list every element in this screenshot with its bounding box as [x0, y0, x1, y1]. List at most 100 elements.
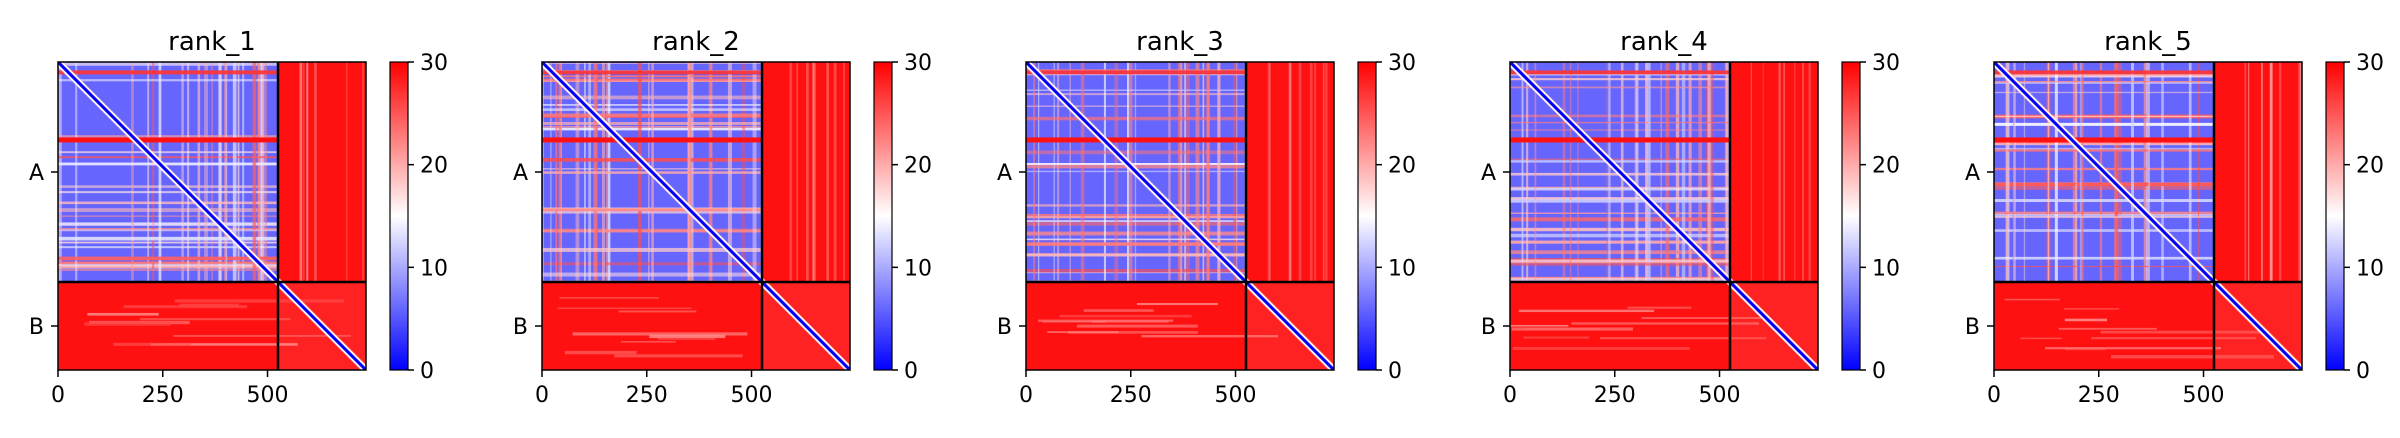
colorbar-tick-label: 0: [420, 359, 434, 384]
offdiag-texture: [1820, 62, 1822, 282]
stripe-row: [1994, 73, 2214, 76]
diagonal: [58, 62, 366, 370]
stripe-row: [1026, 93, 1246, 96]
stripe-band: [1026, 137, 1246, 143]
stripe-col: [1645, 62, 1648, 282]
x-tick-label: 500: [247, 383, 289, 408]
panel-title: rank_3: [1136, 27, 1224, 57]
x-tick-label: 500: [2183, 383, 2225, 408]
stripe-col: [1681, 62, 1686, 282]
stripe-band: [1510, 137, 1730, 143]
stripe-col: [75, 62, 78, 282]
heatmap: [1510, 62, 1822, 370]
stripe-col: [2006, 62, 2010, 282]
offdiag-texture: [2278, 62, 2282, 282]
stripe-row: [58, 246, 278, 249]
stripe-row: [1026, 253, 1246, 257]
stripe-row: [1994, 122, 2214, 126]
stripe-row: [58, 185, 278, 188]
offdiag-texture: [140, 318, 291, 321]
stripe-row: [1026, 220, 1246, 222]
offdiag-texture: [2260, 62, 2263, 282]
offdiag-texture: [1298, 62, 1302, 282]
stripe-col: [152, 62, 155, 282]
stripe-row: [58, 261, 278, 264]
block-A-B: [2214, 62, 2302, 282]
stripe-col: [187, 62, 190, 282]
stripe-row: [1510, 86, 1730, 89]
stripe-row: [58, 256, 278, 261]
stripe-col: [1526, 62, 1529, 282]
offdiag-texture: [1750, 62, 1752, 282]
offdiag-texture: [346, 62, 348, 282]
stripe-row: [1994, 211, 2214, 215]
stripe-row: [1510, 158, 1730, 160]
stripe-row: [58, 241, 278, 244]
stripe-row: [1510, 197, 1730, 200]
stripe-band: [1994, 70, 2214, 75]
offdiag-texture: [1802, 62, 1804, 282]
offdiag-texture: [1136, 302, 1219, 306]
stripe-row: [1994, 266, 2214, 268]
stripe-row: [1510, 186, 1730, 189]
stripe-col: [252, 62, 257, 282]
stripe-band: [1510, 70, 1730, 75]
stripe-row: [58, 268, 278, 271]
offdiag-texture: [2244, 62, 2247, 282]
offdiag-texture: [1322, 62, 1325, 282]
stripe-col: [58, 62, 62, 282]
offdiag-texture: [1309, 62, 1313, 282]
stripe-row: [1510, 240, 1730, 244]
stripe-col: [2143, 62, 2147, 282]
offdiag-texture: [2248, 62, 2250, 282]
heatmap: [1994, 62, 2302, 370]
stripe-col: [688, 62, 692, 282]
stripe-row: [58, 151, 278, 154]
stripe-row: [58, 62, 278, 66]
stripe-col: [147, 62, 150, 282]
chain-label: A: [1481, 161, 1496, 186]
stripe-col: [237, 62, 240, 282]
offdiag-texture: [1067, 331, 1198, 334]
offdiag-texture: [150, 343, 298, 346]
stripe-col: [1647, 62, 1651, 282]
stripe-col: [211, 62, 213, 282]
offdiag-texture: [843, 62, 845, 282]
stripe-row: [1026, 242, 1246, 246]
stripe-band: [58, 137, 278, 143]
offdiag-texture: [2091, 336, 2256, 340]
x-tick-label: 500: [1215, 383, 1257, 408]
stripe-col: [1688, 62, 1692, 282]
offdiag-texture: [796, 62, 798, 282]
stripe-col: [232, 62, 237, 282]
colorbar-tick-label: 30: [2356, 51, 2384, 76]
stripe-row: [1026, 213, 1246, 217]
stripe-col: [2054, 62, 2058, 282]
panel-4: rank_4 0 250 500 A B 0 10 20 30: [1481, 27, 1900, 408]
offdiag-texture: [303, 62, 305, 282]
stripe-row: [542, 272, 762, 277]
stripe-row: [1026, 231, 1246, 236]
diagonal: [1510, 62, 1818, 370]
stripe-row: [1510, 73, 1730, 76]
colorbar: [2325, 61, 2345, 371]
offdiag-texture: [1523, 336, 1590, 339]
stripe-row: [58, 228, 278, 231]
stripe-col: [1217, 62, 1221, 282]
stripe-col: [158, 62, 162, 282]
offdiag-texture: [1141, 335, 1279, 338]
colorbar-tick-label: 20: [2356, 154, 2384, 179]
stripe-row: [1026, 204, 1246, 207]
stripe-row: [1994, 143, 2214, 146]
offdiag-texture: [1038, 319, 1174, 322]
panel-3: rank_3 0 250 500 A B 0 10 20 30: [997, 27, 1416, 408]
offdiag-texture: [1314, 62, 1316, 282]
stripe-row: [1026, 116, 1246, 121]
offdiag-texture: [1600, 337, 1767, 340]
stripe-col: [2198, 62, 2200, 282]
stripe-col: [2075, 62, 2078, 282]
stripe-row: [1994, 91, 2214, 94]
offdiag-texture: [1571, 322, 1759, 325]
stripe-col: [2013, 62, 2016, 282]
offdiag-texture: [2058, 327, 2157, 330]
